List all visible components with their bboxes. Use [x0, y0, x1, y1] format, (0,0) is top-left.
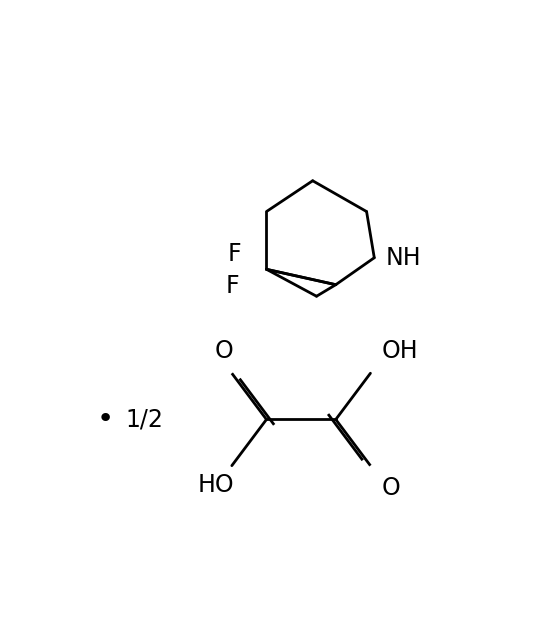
Text: F: F — [228, 242, 241, 266]
Text: 1/2: 1/2 — [125, 408, 163, 431]
Text: •: • — [96, 406, 113, 433]
Text: O: O — [382, 476, 401, 500]
Text: HO: HO — [198, 474, 235, 497]
Text: OH: OH — [382, 339, 419, 364]
Text: O: O — [214, 339, 234, 364]
Text: F: F — [226, 274, 240, 298]
Text: NH: NH — [386, 246, 421, 269]
